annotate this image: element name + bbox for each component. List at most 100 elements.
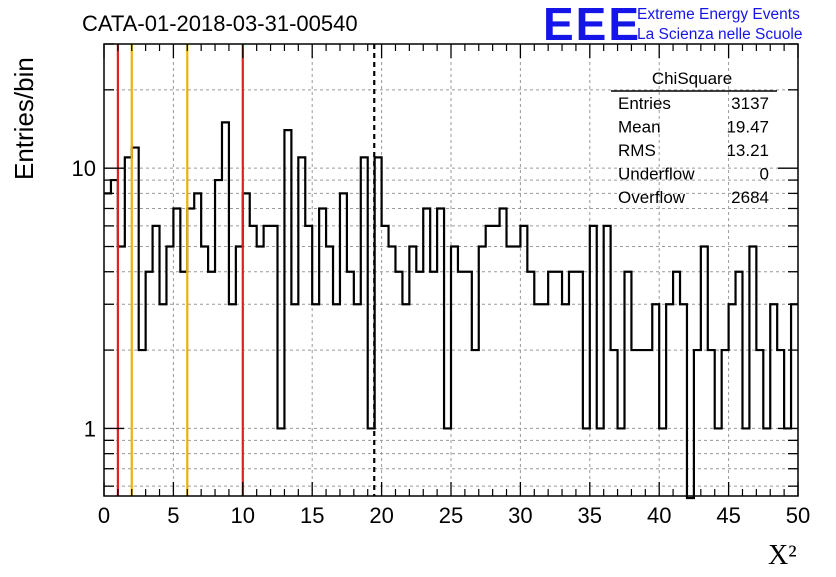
x-tick-label: 45: [716, 503, 740, 528]
histogram-bin: [562, 304, 569, 496]
histogram-bin: [278, 428, 285, 496]
histogram-bin: [777, 350, 784, 496]
histogram-bin: [333, 304, 340, 496]
histogram-bin: [722, 350, 729, 496]
histogram-bin: [305, 226, 312, 496]
x-tick-label: 40: [647, 503, 671, 528]
histogram-bin: [326, 247, 333, 496]
x-tick-label: 50: [786, 503, 810, 528]
x-ticks: 0 5 10 15 20 25 30 35 40 45 50: [98, 44, 810, 528]
logo-mark: EEE: [543, 0, 641, 50]
histogram-bin: [472, 350, 479, 496]
stats-box-title: ChiSquare: [652, 69, 732, 88]
reference-lines: [116, 44, 376, 496]
histogram-bin: [507, 247, 514, 496]
histogram-bin: [229, 304, 236, 496]
histogram-bin: [486, 226, 493, 496]
histogram-bin: [222, 122, 229, 496]
x-tick-label: 20: [369, 503, 393, 528]
histogram-bin: [638, 350, 645, 496]
histogram-bin: [708, 350, 715, 496]
histogram-bin: [375, 157, 382, 496]
histogram-bin: [513, 247, 520, 496]
histogram-bin: [493, 226, 500, 496]
histogram-bin: [382, 226, 389, 496]
histogram-bin: [534, 304, 541, 496]
histogram-bin: [215, 180, 222, 496]
histogram-bin: [451, 247, 458, 496]
histogram-bin: [201, 247, 208, 496]
histogram-bin: [659, 428, 666, 496]
histogram-bin: [354, 304, 361, 496]
y-tick-label: 1: [84, 416, 96, 441]
histogram-bin: [749, 247, 756, 496]
x-tick-label: 15: [300, 503, 324, 528]
histogram-bin: [284, 130, 291, 496]
histogram-bin: [395, 272, 402, 496]
histogram-bin: [770, 304, 777, 496]
histogram-bin: [291, 304, 298, 496]
histogram-bin: [701, 247, 708, 496]
histogram-bin: [611, 350, 618, 496]
histogram-bin: [791, 304, 798, 496]
histogram-bin: [389, 247, 396, 496]
histogram-series: [104, 121, 798, 500]
stats-row-label: Underflow: [618, 165, 695, 184]
histogram-bin: [694, 350, 701, 496]
histogram-bin: [430, 272, 437, 496]
logo-line-2: La Scienza nelle Scuole: [637, 26, 802, 43]
x-tick-label: 0: [98, 503, 110, 528]
histogram-bin: [458, 272, 465, 496]
histogram-bin: [763, 428, 770, 496]
stats-box: ChiSquare Entries 3137 Mean 19.47 RMS 13.21 Un…: [611, 69, 777, 207]
histogram-bin: [250, 226, 257, 496]
chart-title: CATA-01-2018-03-31-00540: [82, 11, 358, 36]
histogram-bin: [194, 193, 201, 496]
histogram-bin: [625, 272, 632, 496]
histogram-bin: [340, 193, 347, 496]
histogram-bin: [729, 304, 736, 496]
x-axis-label: X²: [768, 540, 797, 571]
histogram-bin: [604, 226, 611, 496]
histogram-bin: [645, 350, 652, 496]
histogram-bin: [666, 304, 673, 496]
histogram-bin: [680, 304, 687, 496]
histogram-bin: [742, 428, 749, 496]
y-axis-label: Entries/bin: [9, 57, 39, 180]
histogram-bin: [208, 272, 215, 496]
histogram-bin: [548, 272, 555, 496]
histogram-bin: [402, 304, 409, 496]
histogram-bin: [465, 272, 472, 496]
histogram-bin: [153, 226, 160, 496]
y-ticks: 1 10: [72, 43, 798, 487]
histogram-bin: [139, 350, 146, 496]
histogram-bin: [347, 272, 354, 496]
y-tick-label: 10: [72, 156, 96, 181]
histogram-bin: [160, 304, 167, 496]
stats-row-label: Entries: [618, 94, 671, 113]
histogram-bin: [631, 350, 638, 496]
histogram-bin: [416, 272, 423, 496]
histogram-bin: [437, 208, 444, 496]
histogram-bin: [597, 428, 604, 496]
logo-line-1: Extreme Energy Events: [637, 6, 800, 23]
histogram-bin: [444, 428, 451, 496]
histogram-bin: [527, 272, 534, 496]
histogram-bin: [271, 226, 278, 496]
histogram-bin: [264, 226, 271, 496]
histogram-bin: [555, 272, 562, 496]
stats-row-label: RMS: [618, 141, 656, 160]
histogram-bin: [500, 208, 507, 496]
x-tick-label: 5: [167, 503, 179, 528]
histogram-bin: [104, 193, 111, 496]
stats-row-value: 0: [760, 165, 769, 184]
histogram-bin: [618, 428, 625, 496]
x-tick-label: 25: [439, 503, 463, 528]
histogram-bin: [409, 247, 416, 496]
stats-row-value: 19.47: [726, 118, 769, 137]
histogram-bin: [569, 272, 576, 496]
histogram-bin: [652, 304, 659, 496]
stats-row-value: 2684: [731, 188, 769, 207]
x-tick-label: 10: [231, 503, 255, 528]
